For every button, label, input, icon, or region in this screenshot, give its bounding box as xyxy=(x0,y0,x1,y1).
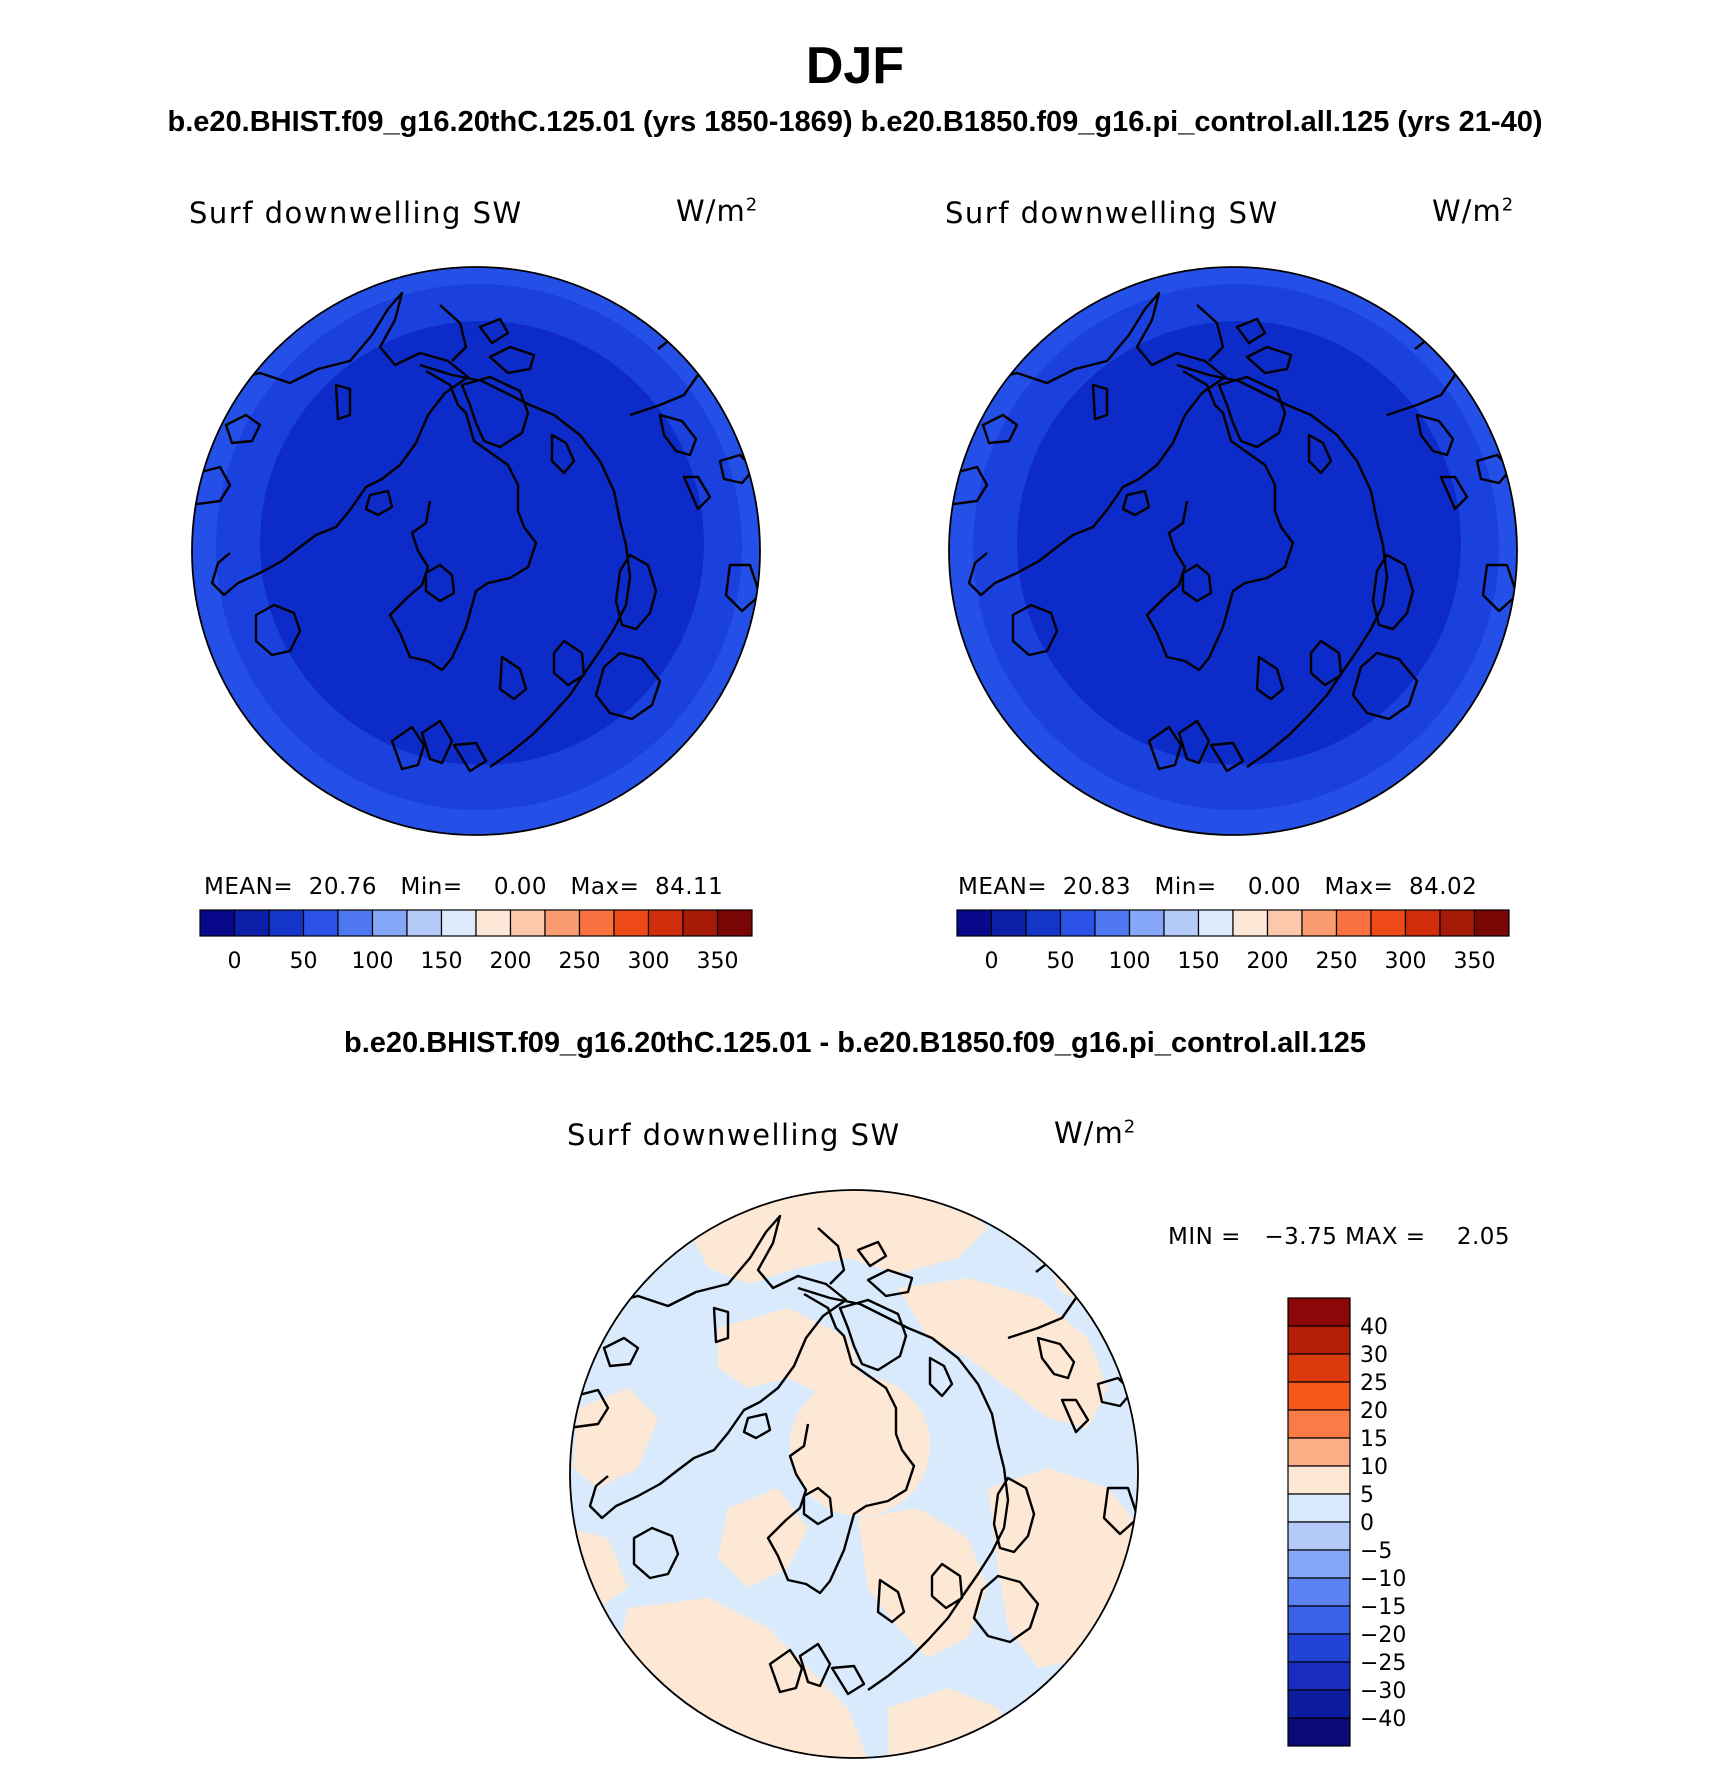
panel2-colorbar-box xyxy=(1266,909,1303,937)
panel2-colorbar-box xyxy=(1163,909,1200,937)
difference-colorbar-box xyxy=(1287,1577,1351,1607)
panel2-colorbar-tick: 250 xyxy=(1316,949,1358,974)
panel1-colorbar: 0 50 100 150 200 250 300 350 xyxy=(199,909,753,974)
difference-colorbar: 40 30 25 20 15 10 5 0 −5 −10 −15 −20 −25 −30 −40 xyxy=(1287,1297,1406,1747)
panel2-colorbar-box xyxy=(1025,909,1062,937)
panel2-colorbar-box xyxy=(1197,909,1234,937)
panel1-colorbar-box xyxy=(578,909,615,937)
panel2-colorbar-box xyxy=(1128,909,1165,937)
panel1-polar-map xyxy=(191,266,761,836)
panel2-stats: MEAN= 20.83 Min= 0.00 Max= 84.02 xyxy=(958,874,1478,900)
panel2-colorbar-box xyxy=(1232,909,1269,937)
panel1-colorbar-box xyxy=(268,909,305,937)
difference-colorbar-box xyxy=(1287,1409,1351,1439)
panel3-units: W/m2 xyxy=(1054,1116,1137,1150)
inner-band xyxy=(1017,321,1461,765)
panel1-colorbar-box xyxy=(544,909,581,937)
difference-colorbar-box xyxy=(1287,1717,1351,1747)
figure-subtitle: b.e20.BHIST.f09_g16.20thC.125.01 (yrs 18… xyxy=(167,106,1543,138)
difference-colorbar-box xyxy=(1287,1661,1351,1691)
panel2-colorbar-box xyxy=(990,909,1027,937)
difference-colorbar-tick: −20 xyxy=(1360,1623,1406,1648)
difference-colorbar-box xyxy=(1287,1465,1351,1495)
panel2-colorbar-box xyxy=(956,909,993,937)
panel2-units: W/m2 xyxy=(1432,194,1515,228)
difference-colorbar-tick: −10 xyxy=(1360,1567,1406,1592)
difference-colorbar-box xyxy=(1287,1633,1351,1663)
panel1-colorbar-box xyxy=(509,909,546,937)
panel1-colorbar-box xyxy=(440,909,477,937)
panel2-colorbar-tick: 350 xyxy=(1454,949,1496,974)
panel1-colorbar-box xyxy=(371,909,408,937)
difference-colorbar-tick: 20 xyxy=(1360,1399,1388,1424)
panel2-colorbar-box xyxy=(1094,909,1131,937)
panel2-colorbar-box xyxy=(1439,909,1476,937)
difference-colorbar-tick: 40 xyxy=(1360,1315,1388,1340)
difference-colorbar-box xyxy=(1287,1381,1351,1411)
panel1-colorbar-tick: 300 xyxy=(628,949,670,974)
panel1-colorbar-tick: 250 xyxy=(559,949,601,974)
difference-colorbar-box xyxy=(1287,1297,1351,1327)
panel1-colorbar-box xyxy=(682,909,719,937)
panel1-colorbar-box xyxy=(406,909,443,937)
panel2-colorbar-box xyxy=(1473,909,1510,937)
panel1-colorbar-box xyxy=(337,909,374,937)
difference-colorbar-tick: 15 xyxy=(1360,1427,1388,1452)
inner-band xyxy=(260,321,704,765)
panel2-colorbar-box xyxy=(1301,909,1338,937)
panel2-colorbar-box xyxy=(1059,909,1096,937)
difference-colorbar-tick: 10 xyxy=(1360,1455,1388,1480)
panel1-colorbar-tick: 350 xyxy=(697,949,739,974)
panel2-colorbar-tick: 50 xyxy=(1047,949,1075,974)
panel2-colorbar-box xyxy=(1404,909,1441,937)
difference-colorbar-tick: 5 xyxy=(1360,1483,1374,1508)
difference-colorbar-box xyxy=(1287,1493,1351,1523)
panel2-colorbar: 0 50 100 150 200 250 300 350 xyxy=(956,909,1510,974)
difference-colorbar-tick: −5 xyxy=(1360,1539,1392,1564)
panel1-colorbar-tick: 100 xyxy=(352,949,394,974)
difference-colorbar-box xyxy=(1287,1353,1351,1383)
difference-colorbar-tick: 25 xyxy=(1360,1371,1388,1396)
panel1-title: Surf downwelling SW xyxy=(189,196,523,230)
panel1-colorbar-box xyxy=(233,909,270,937)
panel1-colorbar-box xyxy=(716,909,753,937)
difference-subtitle: b.e20.BHIST.f09_g16.20thC.125.01 - b.e20… xyxy=(344,1027,1366,1059)
panel1-colorbar-tick: 0 xyxy=(228,949,242,974)
panel1-stats: MEAN= 20.76 Min= 0.00 Max= 84.11 xyxy=(204,874,724,900)
panel1-colorbar-box xyxy=(475,909,512,937)
panel2-title: Surf downwelling SW xyxy=(945,196,1279,230)
panel2-colorbar-box xyxy=(1370,909,1407,937)
difference-colorbar-tick: −30 xyxy=(1360,1679,1406,1704)
panel2-colorbar-box xyxy=(1335,909,1372,937)
panel1-colorbar-box xyxy=(302,909,339,937)
difference-polar-map xyxy=(569,1189,1139,1759)
panel2-colorbar-tick: 150 xyxy=(1178,949,1220,974)
difference-colorbar-box xyxy=(1287,1549,1351,1579)
panel1-colorbar-box xyxy=(199,909,236,937)
difference-colorbar-tick: 30 xyxy=(1360,1343,1388,1368)
figure-title: DJF xyxy=(805,37,905,95)
panel1-colorbar-tick: 50 xyxy=(290,949,318,974)
difference-colorbar-box xyxy=(1287,1325,1351,1355)
panel2-colorbar-tick: 100 xyxy=(1109,949,1151,974)
difference-colorbar-tick: −40 xyxy=(1360,1707,1406,1732)
difference-colorbar-box xyxy=(1287,1689,1351,1719)
difference-colorbar-tick: −15 xyxy=(1360,1595,1406,1620)
panel3-title: Surf downwelling SW xyxy=(567,1118,901,1152)
panel1-colorbar-tick: 150 xyxy=(421,949,463,974)
difference-colorbar-tick: −25 xyxy=(1360,1651,1406,1676)
panel2-colorbar-tick: 0 xyxy=(985,949,999,974)
panel2-colorbar-tick: 200 xyxy=(1247,949,1289,974)
panel1-colorbar-box xyxy=(647,909,684,937)
difference-colorbar-tick: 0 xyxy=(1360,1511,1374,1536)
panel3-stats: MIN = −3.75 MAX = 2.05 xyxy=(1168,1224,1511,1250)
panel2-colorbar-tick: 300 xyxy=(1385,949,1427,974)
panel1-units: W/m2 xyxy=(676,194,759,228)
panel1-colorbar-box xyxy=(613,909,650,937)
panel2-polar-map xyxy=(948,266,1518,836)
difference-colorbar-box xyxy=(1287,1605,1351,1635)
difference-colorbar-box xyxy=(1287,1521,1351,1551)
panel1-colorbar-tick: 200 xyxy=(490,949,532,974)
difference-colorbar-box xyxy=(1287,1437,1351,1467)
